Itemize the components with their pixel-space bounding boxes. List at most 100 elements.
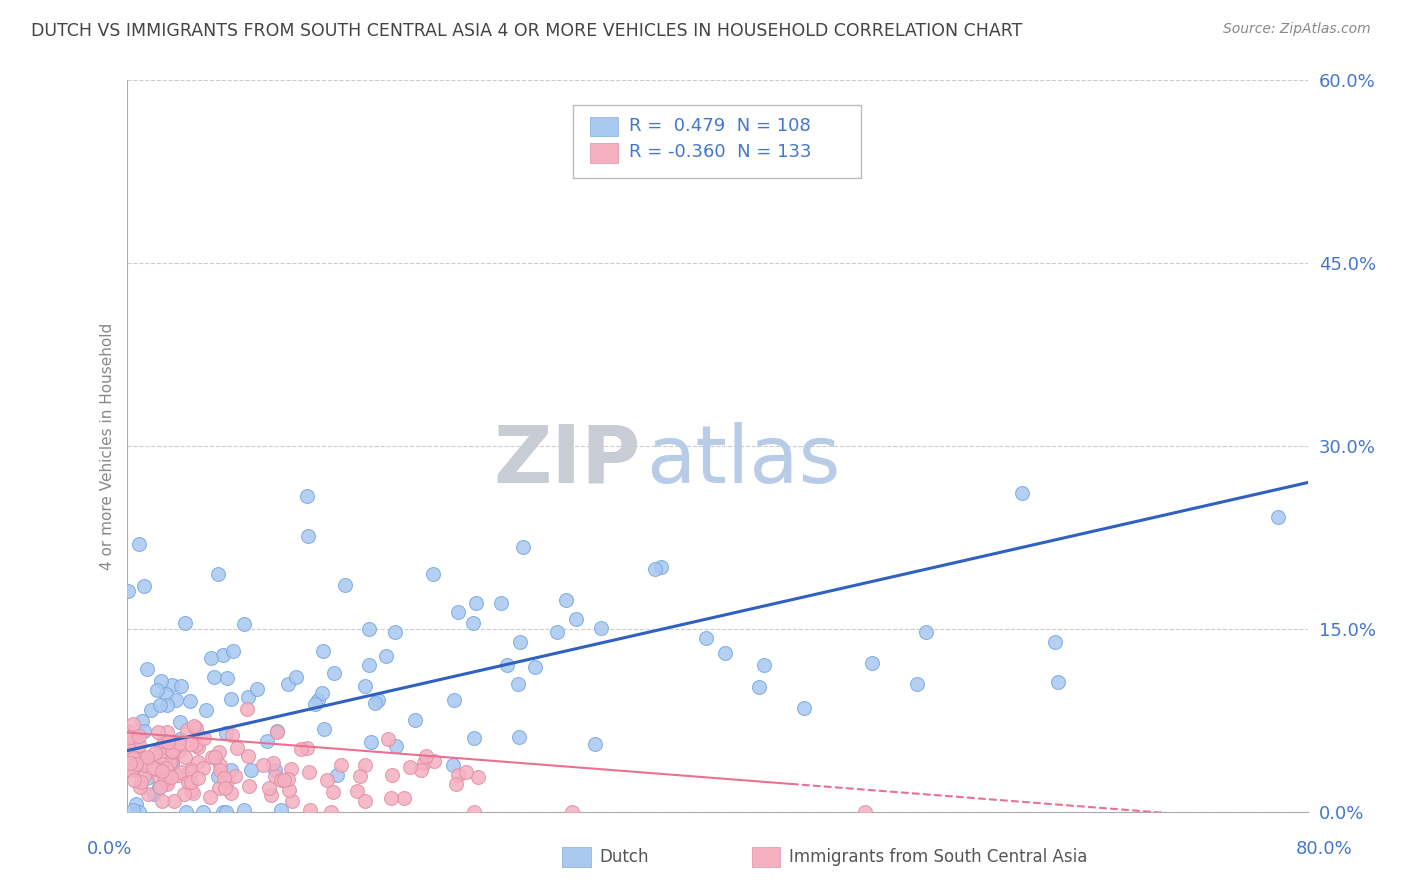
Point	[136, 772, 159, 786]
Point	[162, 735, 184, 749]
Point	[156, 777, 179, 791]
Point	[131, 714, 153, 728]
Point	[150, 740, 173, 755]
Point	[415, 749, 437, 764]
Point	[121, 752, 143, 766]
Y-axis label: 4 or more Vehicles in Household: 4 or more Vehicles in Household	[100, 322, 115, 570]
Point	[591, 621, 613, 635]
Point	[160, 756, 183, 770]
Point	[298, 803, 321, 817]
Point	[152, 739, 174, 754]
Point	[585, 737, 607, 751]
Point	[181, 764, 204, 779]
Point	[122, 716, 145, 731]
Point	[353, 794, 375, 808]
Point	[240, 764, 263, 778]
Point	[524, 660, 547, 674]
Point	[508, 730, 530, 744]
Point	[285, 669, 308, 683]
Text: Dutch: Dutch	[599, 848, 648, 866]
Point	[122, 803, 145, 817]
Point	[232, 803, 254, 817]
Point	[384, 624, 406, 639]
Point	[200, 651, 222, 665]
Point	[117, 740, 139, 755]
Point	[174, 805, 197, 819]
Point	[208, 745, 231, 759]
Point	[221, 728, 243, 742]
Point	[142, 761, 165, 775]
Point	[554, 592, 576, 607]
Point	[128, 805, 150, 819]
Point	[136, 749, 159, 764]
Point	[212, 805, 235, 819]
Point	[364, 696, 387, 710]
Text: Source: ZipAtlas.com: Source: ZipAtlas.com	[1223, 22, 1371, 37]
Point	[266, 724, 288, 739]
Point	[124, 730, 146, 744]
Point	[124, 730, 146, 744]
Point	[215, 773, 238, 788]
Point	[125, 756, 148, 771]
Point	[307, 693, 329, 707]
Point	[447, 768, 470, 782]
Point	[754, 657, 776, 672]
Point	[422, 566, 444, 581]
Text: DUTCH VS IMMIGRANTS FROM SOUTH CENTRAL ASIA 4 OR MORE VEHICLES IN HOUSEHOLD CORR: DUTCH VS IMMIGRANTS FROM SOUTH CENTRAL A…	[31, 22, 1022, 40]
Point	[155, 687, 177, 701]
Point	[156, 725, 179, 739]
Point	[256, 733, 278, 747]
Point	[1267, 510, 1289, 524]
Point	[277, 677, 299, 691]
Point	[122, 750, 145, 764]
Point	[650, 560, 672, 574]
Point	[156, 735, 179, 749]
Point	[135, 753, 157, 767]
Point	[214, 781, 236, 796]
Point	[132, 751, 155, 765]
Point	[377, 731, 399, 746]
Point	[748, 680, 770, 694]
Point	[212, 771, 235, 785]
Point	[170, 679, 193, 693]
Point	[224, 768, 246, 782]
Point	[290, 742, 312, 756]
Point	[136, 662, 159, 676]
Point	[121, 763, 143, 777]
Point	[129, 780, 152, 795]
Point	[169, 765, 191, 780]
Point	[385, 739, 408, 753]
Point	[277, 783, 299, 797]
Point	[644, 562, 666, 576]
Point	[335, 578, 357, 592]
Point	[273, 772, 295, 787]
Point	[695, 631, 717, 645]
Point	[281, 794, 304, 808]
Point	[153, 734, 176, 748]
Point	[146, 682, 169, 697]
Point	[467, 770, 489, 784]
Point	[280, 763, 302, 777]
Point	[150, 674, 173, 689]
Point	[156, 698, 179, 713]
Point	[297, 490, 319, 504]
Point	[423, 754, 446, 768]
Text: 0.0%: 0.0%	[87, 840, 132, 858]
Point	[148, 780, 170, 794]
Point	[215, 672, 238, 686]
Point	[153, 772, 176, 787]
Point	[118, 756, 141, 770]
Point	[180, 783, 202, 797]
Point	[323, 666, 346, 681]
Point	[236, 749, 259, 764]
Point	[187, 755, 209, 769]
Point	[155, 761, 177, 775]
Point	[132, 579, 155, 593]
Point	[180, 737, 202, 751]
Point	[465, 596, 488, 610]
Point	[512, 541, 534, 555]
Point	[262, 756, 284, 771]
Point	[441, 757, 464, 772]
Point	[447, 606, 470, 620]
Point	[381, 768, 404, 782]
